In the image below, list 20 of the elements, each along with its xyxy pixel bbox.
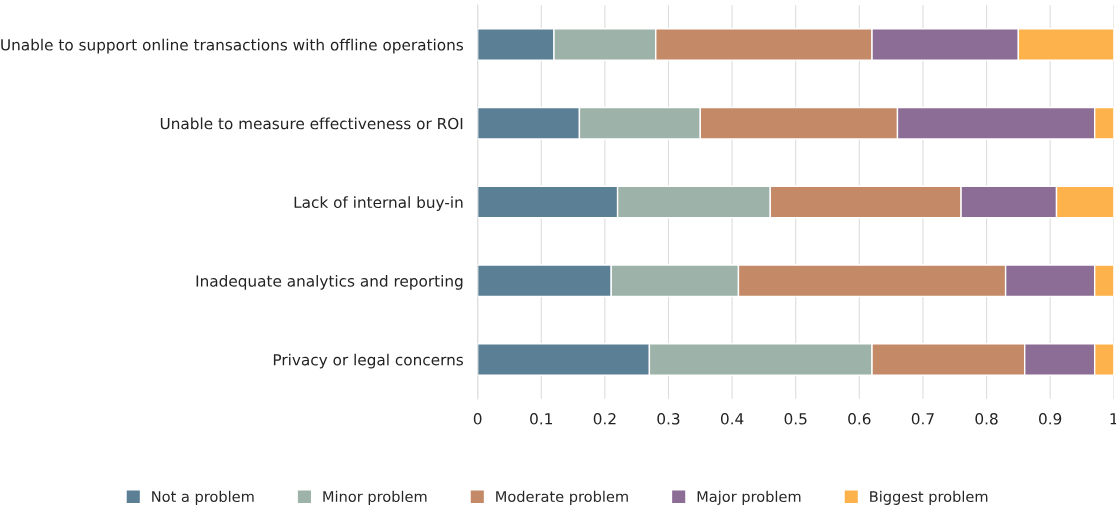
- y-tick-label: Inadequate analytics and reporting: [196, 274, 463, 290]
- x-tick-label: 0.5: [784, 413, 807, 425]
- legend-label: Moderate problem: [496, 490, 628, 505]
- x-tick-label: 0.9: [1039, 413, 1062, 425]
- x-tick-label: 0: [473, 413, 482, 425]
- y-tick-label: Unable to measure effectiveness or ROI: [160, 117, 463, 130]
- legend-label: Major problem: [697, 490, 801, 505]
- legend-label: Minor problem: [323, 490, 427, 505]
- x-tick-label: 0.3: [657, 413, 680, 425]
- y-tick-label: Privacy or legal concerns: [273, 353, 464, 369]
- legend-label: Not a problem: [152, 490, 254, 505]
- x-tick-label: 0.6: [848, 413, 871, 425]
- x-tick-label: 0.1: [530, 413, 552, 425]
- y-tick-label: Unable to support online transactions with offline operations: [1, 38, 464, 54]
- x-tick-label: 0.8: [975, 413, 998, 425]
- x-tick-label: 0.4: [720, 413, 744, 425]
- x-tick-label: 0.7: [911, 413, 934, 425]
- legend-label: Biggest problem: [870, 490, 988, 505]
- x-tick-label: 0.2: [593, 413, 616, 425]
- y-tick-label: Lack of internal buy-in: [294, 196, 463, 211]
